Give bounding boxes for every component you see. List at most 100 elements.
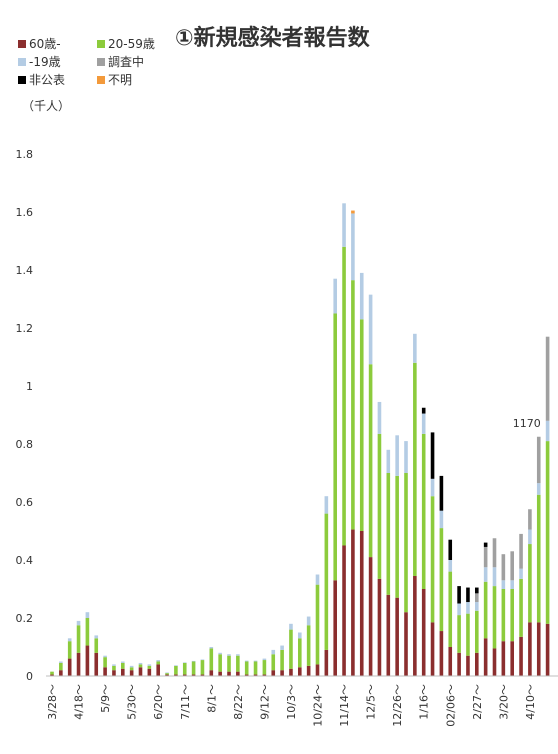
bar-segment <box>421 433 426 589</box>
bar-segment <box>112 670 116 676</box>
bar-segment <box>475 602 479 611</box>
bar-segment <box>492 648 497 676</box>
bar-segment <box>448 571 453 647</box>
bar-segment <box>236 655 240 672</box>
bar-segment <box>448 539 453 560</box>
bar-segment <box>147 664 152 666</box>
bar-segment <box>351 210 355 214</box>
x-tick-label: 2/27～ <box>471 684 484 720</box>
bar-segment <box>129 665 134 668</box>
x-tick-label: 7/11～ <box>179 684 192 720</box>
x-tick-label: 02/06～ <box>444 684 457 727</box>
x-tick-label: 9/12～ <box>258 684 271 720</box>
bar-segment <box>413 333 417 363</box>
legend-label-undisclosed: 非公表 <box>29 73 65 87</box>
bar-segment <box>112 665 116 671</box>
y-tick-label: 1.6 <box>16 206 34 219</box>
bar-segment <box>545 336 550 421</box>
bar-segment <box>227 655 231 672</box>
bar-segment <box>324 513 329 650</box>
x-tick-label: 4/10～ <box>524 684 537 720</box>
bar-segment <box>271 654 276 671</box>
bar-segment <box>386 449 391 473</box>
bar-segment <box>94 635 99 639</box>
bar-segment <box>174 674 178 676</box>
legend-label-19: -19歳 <box>29 55 61 69</box>
bar-segment <box>209 647 214 649</box>
bar-segment <box>413 362 417 576</box>
bar-segment <box>121 668 125 676</box>
bar-segment <box>519 568 523 579</box>
bar-segment <box>156 660 160 662</box>
x-tick-label: 1/16～ <box>418 684 431 720</box>
bar-segment <box>483 567 488 582</box>
bar-segment <box>536 483 541 495</box>
bar-segment <box>236 654 240 656</box>
bar-segment <box>253 674 258 676</box>
x-tick-label: 10/3～ <box>285 684 298 720</box>
bar-segment <box>430 478 435 497</box>
bar-segment <box>536 622 541 676</box>
bar-segment <box>103 655 107 658</box>
bar-segment <box>510 641 514 676</box>
bar-segment <box>244 674 249 676</box>
legend-label-60: 60歳- <box>29 37 61 51</box>
bar-segment <box>492 567 497 587</box>
x-tick-label: 3/20～ <box>497 684 510 720</box>
bar-segment <box>351 213 355 281</box>
bar-segment <box>519 636 523 676</box>
legend-label-20-59: 20-59歳 <box>108 37 155 51</box>
bar-segment <box>227 654 231 656</box>
bar-segment <box>324 496 329 514</box>
bar-segment <box>351 529 355 676</box>
bar-segment <box>404 473 408 613</box>
bar-segment <box>359 531 364 676</box>
bar-segment <box>191 661 196 675</box>
bar-segment <box>147 668 152 676</box>
y-tick-label: 1 <box>26 380 33 393</box>
bar-segment <box>475 652 479 676</box>
bar-segment <box>395 435 399 476</box>
bar-segment <box>218 652 222 655</box>
bar-segment <box>377 433 382 579</box>
bar-segment <box>430 622 435 676</box>
bar-segment <box>475 610 479 653</box>
legend-swatch-investigating <box>97 58 105 66</box>
bar-segment <box>59 670 63 676</box>
bar-segment <box>271 670 276 676</box>
bar-segment <box>218 671 222 676</box>
bar-segment <box>315 574 320 585</box>
bar-segment <box>289 629 293 669</box>
bar-segment <box>262 658 267 661</box>
bar-segment <box>413 575 417 676</box>
bar-segment <box>244 660 249 662</box>
bar-segment <box>501 641 506 676</box>
bar-segment <box>430 432 435 479</box>
bar-segment <box>377 578 382 676</box>
y-tick-label: 1.4 <box>16 264 34 277</box>
bar-segment <box>342 545 346 676</box>
peak-annotation: 1170 <box>513 417 541 430</box>
bar-segment <box>280 649 284 671</box>
bar-segment <box>289 668 293 676</box>
bar-segment <box>448 560 453 572</box>
bar-segment <box>368 557 373 676</box>
x-axis-labels: 3/28～ 4/18～ 5/9～ 5/30～ 6/20～ 7/11～ 8/1～ 8/22～ 9/… <box>46 684 537 727</box>
bar-segment <box>103 667 107 676</box>
bar-segment <box>545 441 550 624</box>
bar-segment <box>342 203 346 247</box>
bar-segment <box>475 593 479 603</box>
bar-segment <box>483 581 488 639</box>
y-tick-label: 1.8 <box>16 148 34 161</box>
x-tick-label: 4/18～ <box>73 684 86 720</box>
bar-segment <box>209 670 214 676</box>
bar-segment <box>501 580 506 589</box>
bar-segment <box>94 638 99 653</box>
bar-segment <box>280 645 284 650</box>
bar-segment <box>519 578 523 637</box>
bar-segment <box>519 533 523 569</box>
bar-segment <box>404 441 408 473</box>
bar-segment <box>324 649 329 676</box>
y-tick-label: 0 <box>26 670 33 683</box>
